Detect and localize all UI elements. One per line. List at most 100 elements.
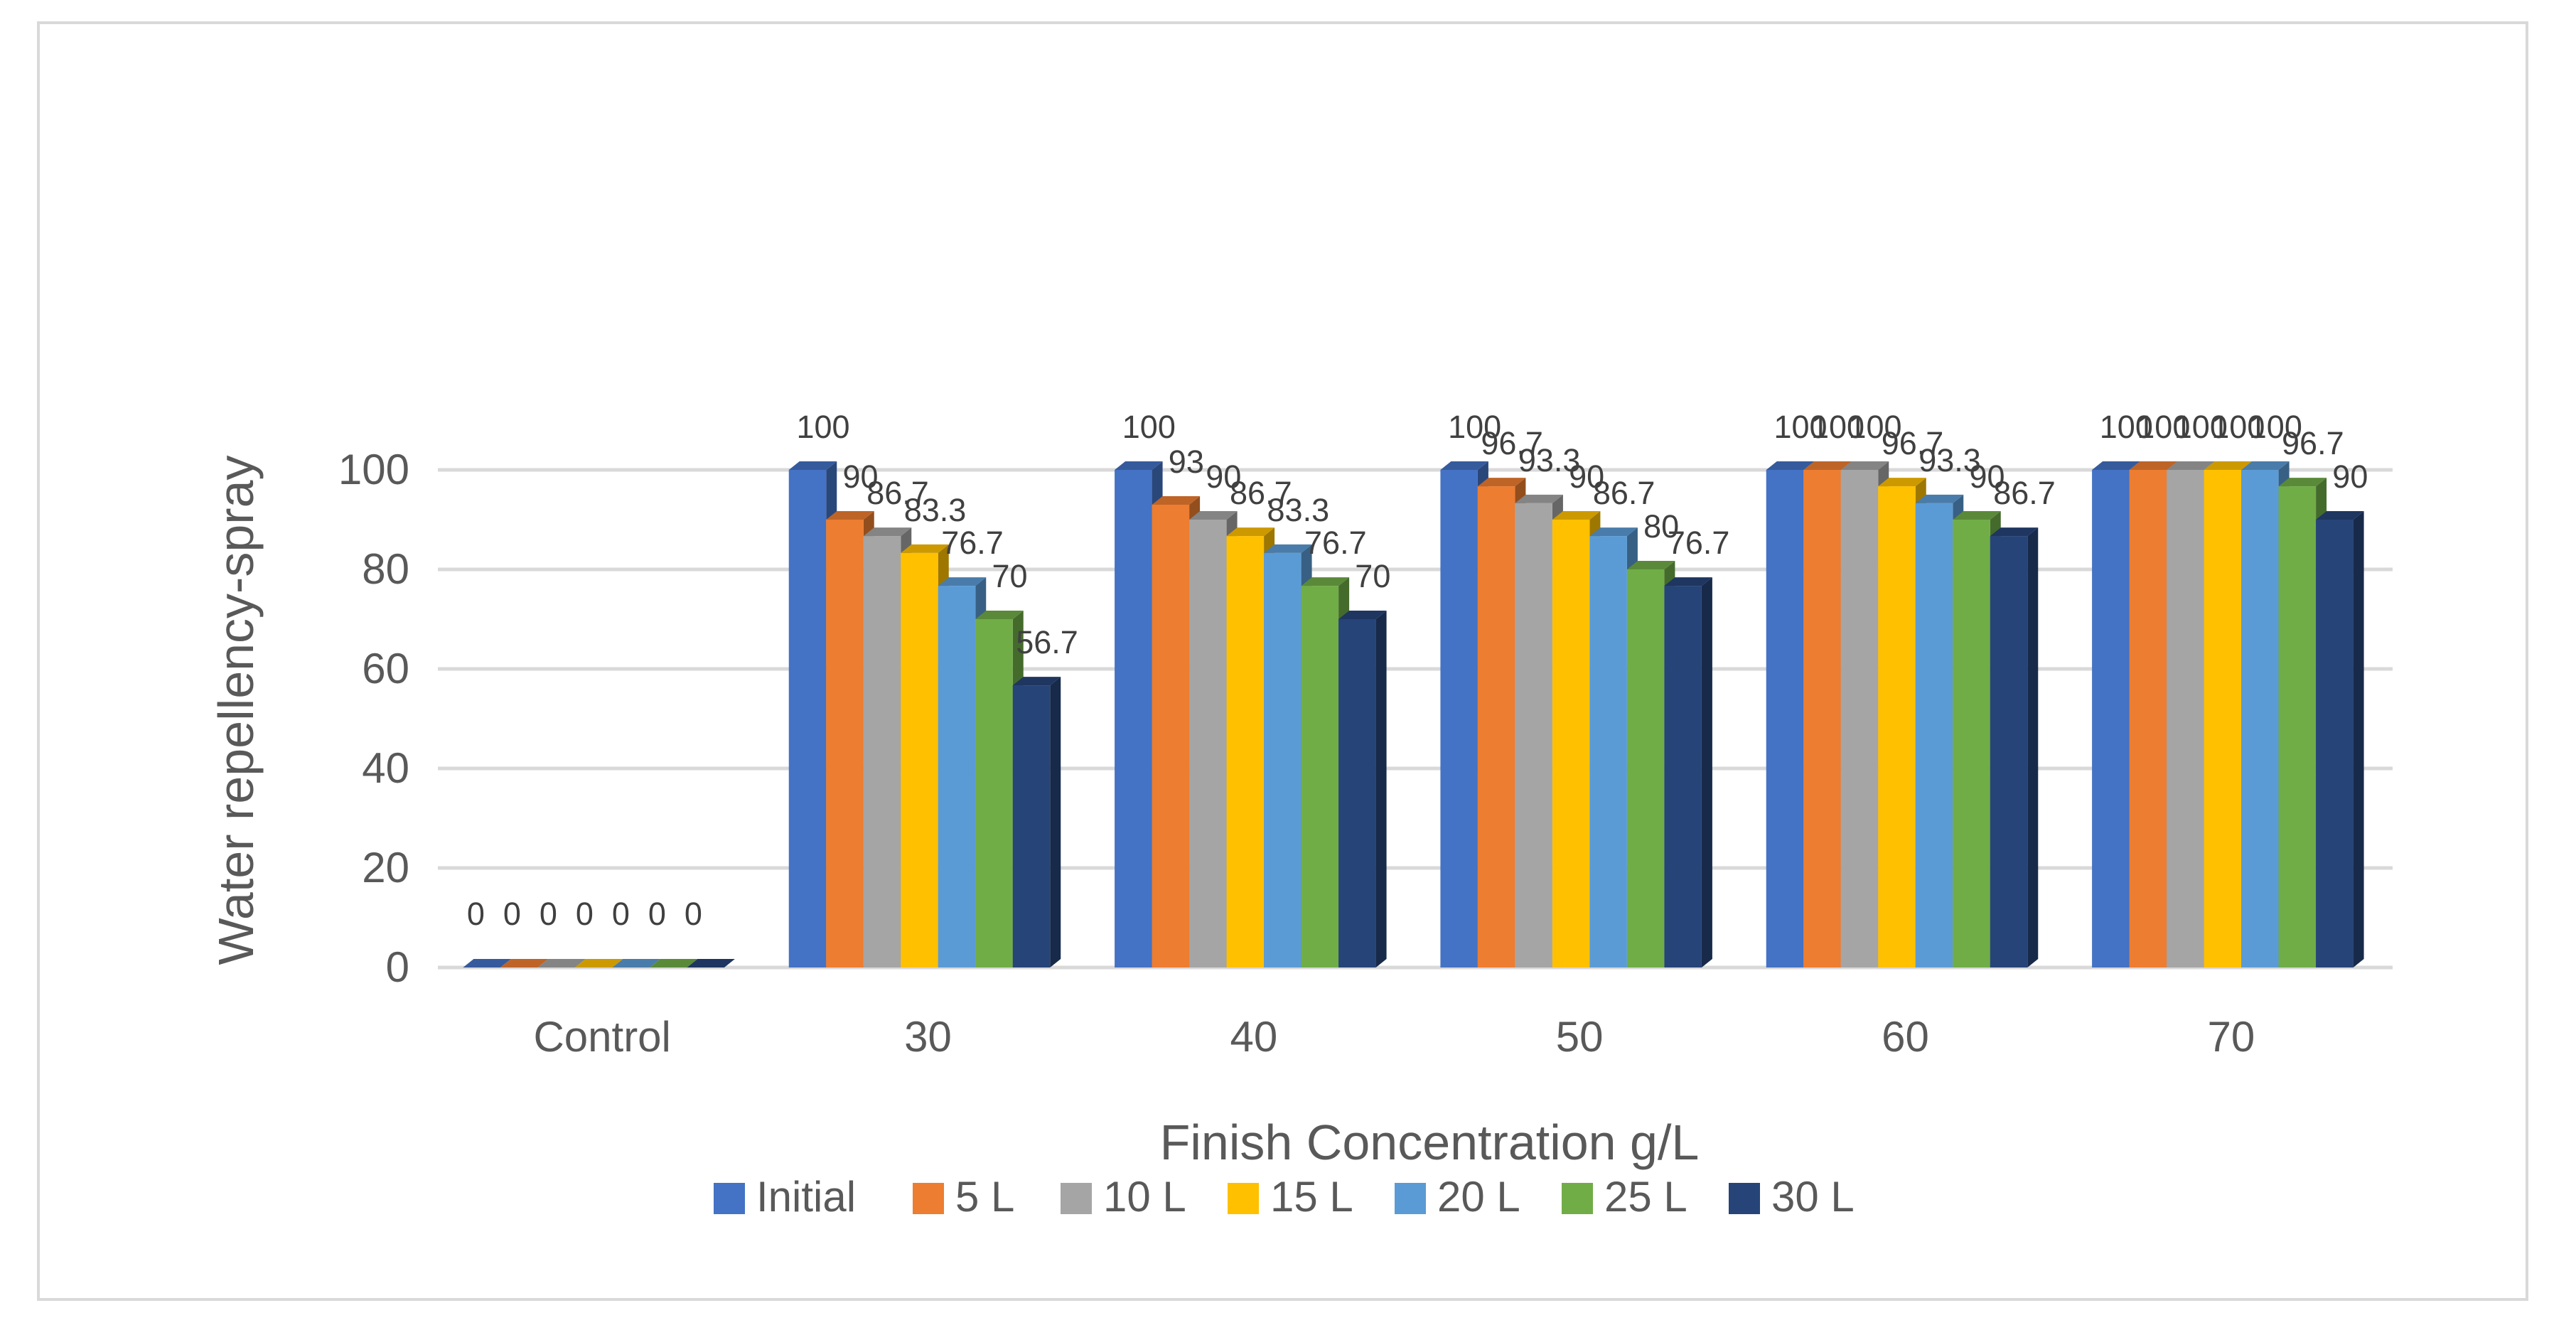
bar: [938, 586, 976, 967]
data-label: 96.7: [1481, 425, 1543, 461]
bar-top: [1953, 511, 2001, 520]
data-label: 100: [2249, 409, 2302, 445]
bar: [1515, 503, 1552, 967]
bar-top: [687, 959, 735, 967]
bar: [2167, 470, 2204, 967]
bar-top: [826, 511, 874, 520]
y-axis-title: Water repellency-spray: [208, 455, 264, 965]
bar-top: [537, 959, 586, 967]
data-label: 76.7: [1304, 525, 1367, 561]
bar: [2278, 486, 2317, 967]
bar-top: [788, 461, 837, 470]
data-label: 90: [1206, 459, 1241, 495]
legend-label: 25 L: [1604, 1173, 1687, 1221]
bar-top: [1338, 611, 1387, 619]
legend-label: 15 L: [1270, 1173, 1353, 1221]
data-label: 80: [1643, 508, 1679, 545]
data-label: 83.3: [904, 492, 967, 528]
bar: [1878, 486, 1916, 967]
bar-top: [2092, 461, 2140, 470]
x-tick-label: 50: [1556, 1013, 1604, 1061]
data-label: 93.3: [1918, 442, 1981, 478]
x-tick-label: 60: [1882, 1013, 1929, 1061]
bar: [901, 552, 938, 967]
data-label: 86.7: [1593, 475, 1655, 511]
legend-swatch: [913, 1183, 944, 1214]
bar: [2204, 470, 2242, 967]
data-label: 100: [2211, 409, 2265, 445]
bar-top: [1840, 461, 1889, 470]
bar-top: [1664, 577, 1712, 586]
bar: [1477, 486, 1515, 967]
y-tick-label: 80: [362, 545, 409, 593]
bar-top: [863, 527, 912, 537]
bar-top: [1589, 527, 1638, 537]
bar-top: [1264, 544, 1312, 553]
bar-top: [1301, 577, 1350, 586]
data-label: 0: [612, 896, 630, 932]
y-tick-label: 0: [386, 943, 409, 991]
bar-top: [1803, 461, 1852, 470]
bar-side: [1701, 577, 1712, 967]
bar: [1189, 520, 1227, 967]
bar: [1012, 685, 1051, 967]
bar-top: [612, 959, 660, 967]
data-label: 86.7: [1993, 475, 2056, 511]
bar: [1115, 470, 1152, 967]
bar-top: [1226, 527, 1275, 537]
bar: [826, 520, 864, 967]
data-label: 100: [1773, 409, 1827, 445]
data-label: 93: [1169, 444, 1204, 480]
bar: [975, 619, 1013, 967]
bar: [1152, 505, 1190, 967]
x-axis-title: Finish Concentration g/L: [1160, 1115, 1700, 1170]
bar-top: [500, 959, 549, 967]
legend: Initial 5 L 10 L 15 L 20 L 25 L 30 L: [714, 1173, 1855, 1221]
bar: [1953, 520, 1990, 967]
data-label: 0: [467, 896, 485, 932]
legend-swatch: [1061, 1183, 1092, 1214]
data-label: 100: [1848, 409, 1901, 445]
bar-top: [1878, 478, 1926, 487]
y-tick-label: 40: [362, 744, 409, 792]
gridlines: [438, 468, 2393, 970]
bar: [1915, 503, 1953, 967]
legend-swatch: [1729, 1183, 1760, 1214]
data-label: 96.7: [2282, 425, 2344, 461]
data-label: 96.7: [1882, 425, 1944, 461]
y-tick-label: 100: [338, 446, 409, 493]
bar-side: [1050, 677, 1061, 967]
bar-top: [1189, 511, 1238, 520]
bar: [2241, 470, 2279, 967]
bar: [1803, 470, 1841, 967]
data-label: 70: [1355, 558, 1390, 594]
bar: [1264, 552, 1302, 967]
legend-label: 20 L: [1437, 1173, 1520, 1221]
bar-top: [1477, 478, 1526, 487]
bar: [1766, 470, 1804, 967]
y-axis-ticks: 0 20 40 60 80 100: [338, 446, 409, 991]
bar-top: [1626, 561, 1675, 569]
bar-top: [1915, 494, 1964, 503]
bar-top: [1012, 677, 1061, 686]
bar-top: [1766, 461, 1815, 470]
bar-side: [1375, 611, 1387, 967]
bar-top: [2278, 478, 2327, 487]
legend-swatch: [1228, 1183, 1259, 1214]
bar-top: [463, 959, 511, 967]
x-tick-label: Control: [533, 1013, 670, 1061]
bar-top: [2167, 461, 2215, 470]
data-label: 86.7: [1230, 475, 1292, 511]
data-label: 90: [1969, 459, 2005, 495]
bar-side: [2027, 527, 2039, 967]
bar-top: [1990, 527, 2039, 537]
bar: [2316, 520, 2354, 967]
data-label: 90: [2332, 459, 2368, 495]
y-tick-label: 20: [362, 844, 409, 891]
bar-top: [1515, 494, 1563, 503]
bar-side: [2353, 511, 2364, 967]
bar-top: [938, 577, 987, 586]
bars: [463, 461, 2364, 967]
